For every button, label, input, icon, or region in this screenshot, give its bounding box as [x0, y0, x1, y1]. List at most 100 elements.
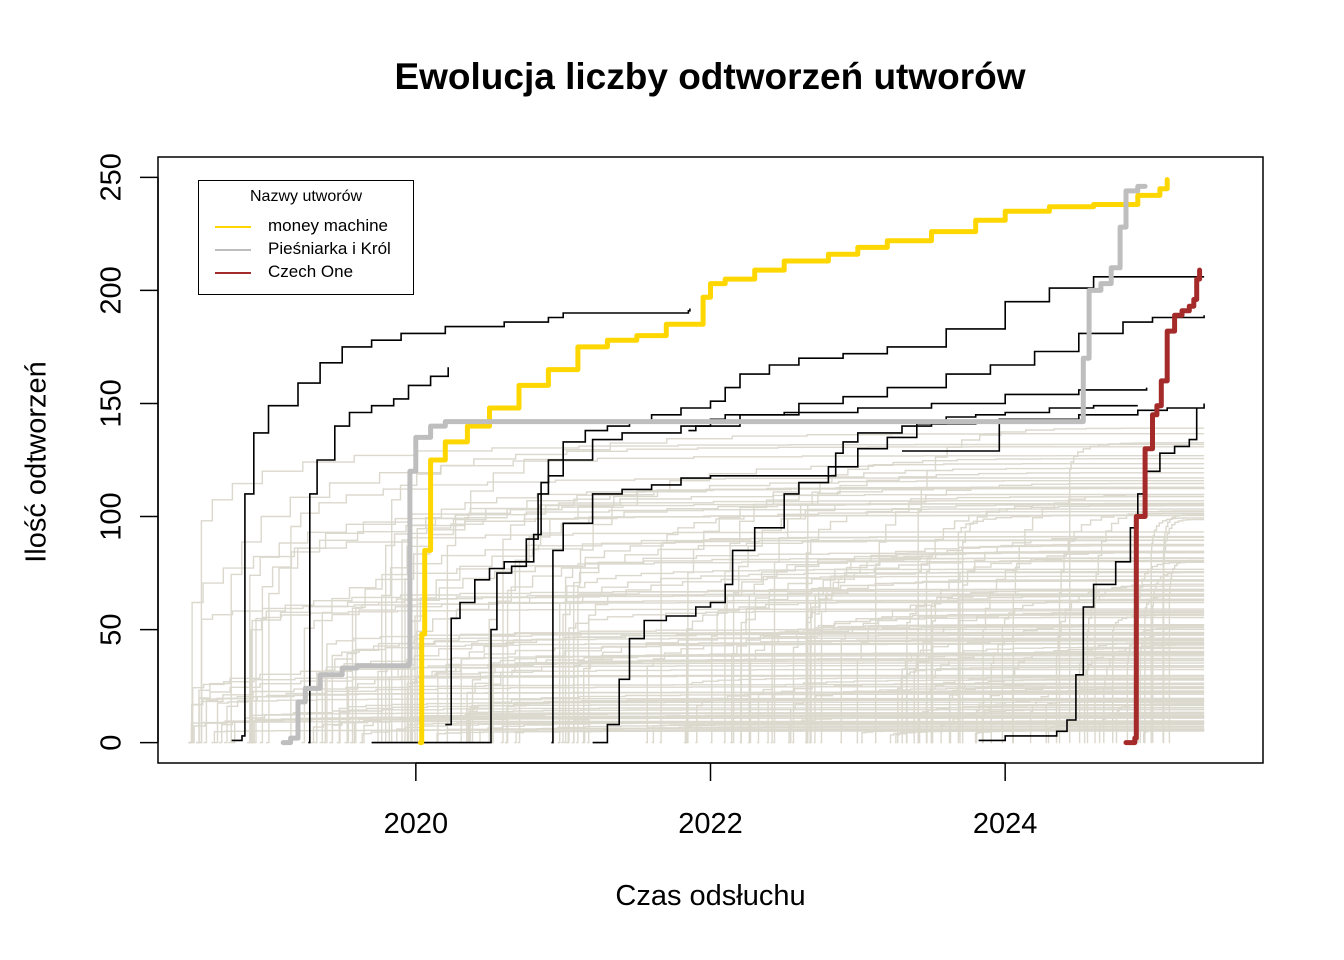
background-series-line [224, 686, 1205, 744]
background-series-line [248, 593, 1205, 744]
background-series-line [567, 610, 1205, 744]
x-tick-label: 2020 [384, 808, 449, 840]
y-tick-label: 50 [96, 613, 128, 645]
background-series-line [266, 500, 1205, 744]
highlight-series-line [1123, 267, 1203, 746]
background-series-line [917, 543, 1205, 744]
background-series-line [288, 477, 1205, 744]
background-series-line [685, 599, 1205, 744]
background-series-line [359, 727, 1205, 744]
legend-item-czech-one: Czech One [199, 262, 413, 284]
background-series-line [1045, 700, 1205, 744]
legend-swatch-piesniarka-i-krol [215, 249, 251, 251]
background-series-line [981, 697, 1205, 744]
legend-label: Pieśniarka i Król [268, 239, 391, 258]
background-series-line [379, 493, 1205, 744]
other-series-line [231, 308, 691, 742]
legend-swatch-czech-one [215, 272, 251, 274]
y-tick-label: 0 [96, 735, 128, 751]
background-series-line [806, 457, 1205, 744]
background-series-line [874, 482, 1205, 744]
background-series-line [203, 692, 1205, 744]
background-series-line [409, 536, 1205, 744]
background-series-line [905, 666, 1205, 744]
background-series-line [466, 709, 1205, 744]
background-series-line [1137, 561, 1205, 744]
background-series-line [572, 652, 1205, 744]
background-series [188, 427, 1205, 744]
background-series-line [925, 505, 1205, 744]
background-series-line [805, 504, 1205, 744]
background-series-line [361, 712, 1205, 744]
background-series-line [500, 486, 1205, 744]
background-series-line [813, 559, 1205, 744]
background-series-line [730, 624, 1205, 744]
background-series-line [345, 668, 1205, 744]
y-tick-label: 250 [96, 153, 128, 201]
x-tick-label: 2022 [678, 808, 743, 840]
background-series-line [505, 480, 1205, 744]
background-series-line [1150, 517, 1205, 744]
background-series-line [434, 730, 1205, 744]
other-series-line [551, 403, 1205, 744]
background-series-line [310, 717, 1205, 744]
background-series-line [329, 642, 1205, 744]
background-series-line [1047, 723, 1205, 744]
background-series-line [1069, 442, 1205, 744]
background-series-line [856, 595, 1205, 744]
background-series-line [576, 568, 1205, 744]
background-series-line [695, 690, 1205, 744]
background-series-line [732, 496, 1205, 744]
background-series-line [198, 601, 1205, 744]
background-series-line [749, 626, 1205, 744]
background-series-line [389, 446, 1205, 744]
background-series-line [1098, 711, 1205, 744]
highlight-series-line [417, 177, 1170, 746]
chart-title: Ewolucja liczby odtworzeń utworów [394, 56, 1026, 97]
legend-swatch-money-machine [215, 226, 251, 228]
y-axis-title: Ilość odtworzeń [20, 361, 53, 563]
background-series-line [918, 704, 1205, 744]
background-series-line [353, 539, 1205, 744]
y-tick-label: 200 [96, 266, 128, 314]
other-series-line [688, 387, 1148, 432]
legend-label: money machine [268, 216, 389, 235]
background-series-line [405, 588, 1205, 744]
background-series-line [322, 628, 1205, 744]
background-series-line [659, 511, 1205, 744]
background-series-line [1144, 594, 1205, 744]
background-series-line [188, 683, 1205, 744]
y-tick-label: 100 [96, 492, 128, 540]
background-series-line [408, 631, 1205, 744]
background-series-line [231, 707, 1205, 744]
y-axis: 0 50 100 150 200 250 [96, 153, 159, 751]
background-series-line [214, 697, 1205, 744]
background-series-line [459, 632, 1205, 744]
legend-item-piesniarka-i-krol: Pieśniarka i Król [199, 239, 413, 261]
other-series-line [978, 408, 1198, 742]
legend-title: Nazwy utworów [249, 188, 363, 205]
background-series-line [940, 720, 1205, 744]
background-series-line [571, 463, 1205, 744]
x-axis-title: Czas odsłuchu [615, 880, 806, 912]
y-tick-label: 150 [96, 379, 128, 427]
background-series-line [490, 640, 1205, 744]
background-series-line [344, 637, 1205, 744]
other-series-line [308, 367, 449, 744]
background-series-line [809, 545, 1205, 744]
background-series-line [739, 580, 1205, 744]
background-series-line [901, 639, 1205, 744]
background-series-line [211, 729, 1205, 744]
background-series-line [466, 698, 1205, 744]
background-series-line [196, 675, 1205, 744]
legend: Nazwy utworów money machine Pieśniarka i… [198, 180, 414, 295]
background-series-line [464, 657, 1205, 744]
background-series-line [301, 599, 1205, 744]
background-series-line [399, 514, 1205, 744]
background-series-line [253, 590, 1205, 744]
background-series-line [586, 575, 1205, 744]
highlight-series [280, 177, 1203, 746]
background-series-line [974, 729, 1205, 744]
x-tick-label: 2024 [973, 808, 1038, 840]
